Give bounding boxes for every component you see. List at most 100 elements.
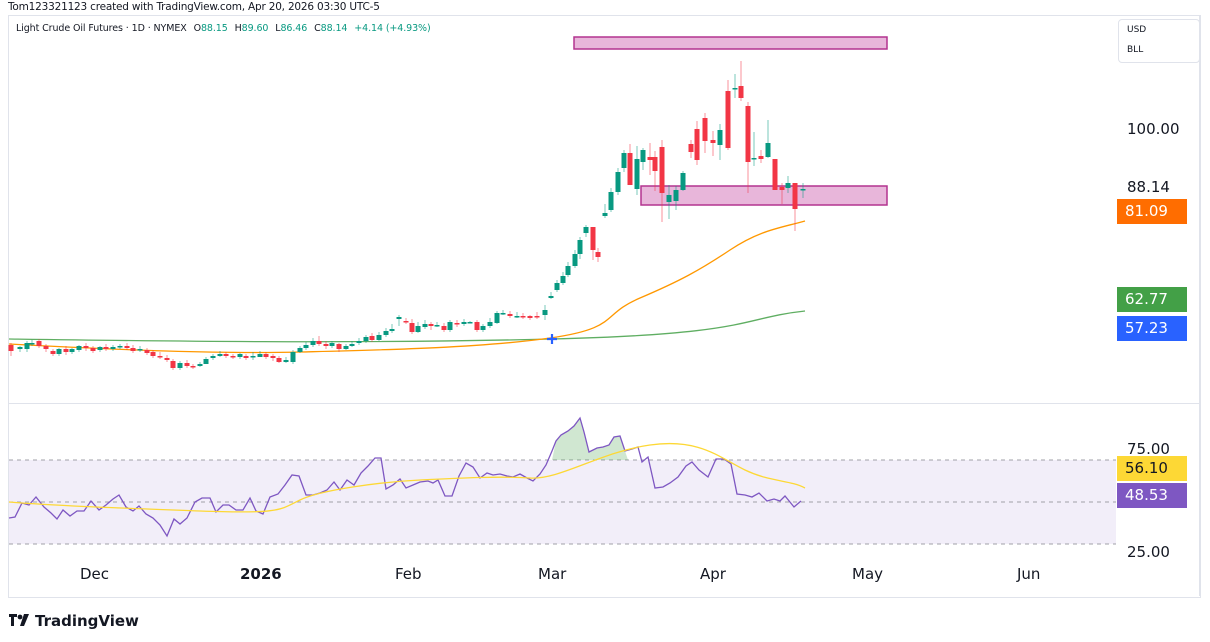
candle[interactable]	[56, 348, 62, 356]
candle[interactable]	[608, 188, 614, 212]
candle[interactable]	[250, 352, 256, 360]
candle[interactable]	[150, 350, 156, 358]
candle[interactable]	[137, 346, 143, 352]
candle[interactable]	[389, 324, 395, 333]
candle[interactable]	[765, 120, 771, 158]
candle[interactable]	[548, 292, 554, 299]
candle[interactable]	[29, 340, 35, 346]
candle[interactable]	[480, 324, 486, 332]
candle[interactable]	[290, 350, 296, 364]
candle[interactable]	[283, 357, 289, 363]
candle[interactable]	[103, 344, 109, 351]
candle[interactable]	[363, 335, 369, 343]
symbol-title[interactable]: Light Crude Oil Futures · 1D · NYMEX	[16, 23, 187, 34]
candle[interactable]	[647, 143, 653, 175]
candle[interactable]	[323, 341, 329, 349]
candle[interactable]	[197, 362, 203, 367]
candle[interactable]	[461, 319, 467, 326]
candle[interactable]	[177, 361, 183, 370]
candle[interactable]	[673, 186, 679, 210]
candle[interactable]	[276, 356, 282, 363]
candle[interactable]	[50, 349, 56, 356]
currency-unit-selector[interactable]: USD BLL	[1118, 19, 1200, 63]
candle[interactable]	[270, 354, 276, 361]
candle[interactable]	[36, 339, 42, 348]
candle[interactable]	[144, 348, 150, 355]
candle[interactable]	[615, 168, 621, 195]
candle[interactable]	[758, 150, 764, 163]
candle[interactable]	[409, 319, 415, 334]
candle[interactable]	[621, 150, 627, 172]
candle[interactable]	[343, 344, 349, 350]
candle[interactable]	[772, 159, 778, 190]
candle[interactable]	[534, 312, 540, 319]
candle[interactable]	[8, 343, 14, 356]
candle[interactable]	[634, 146, 640, 195]
candle[interactable]	[164, 355, 170, 362]
candle[interactable]	[190, 364, 196, 369]
candle[interactable]	[97, 346, 103, 352]
candle[interactable]	[702, 113, 708, 153]
candle[interactable]	[694, 121, 700, 165]
candle[interactable]	[474, 320, 480, 332]
candle[interactable]	[117, 344, 123, 349]
candle[interactable]	[415, 322, 421, 333]
candle[interactable]	[217, 351, 223, 357]
candle[interactable]	[527, 315, 533, 320]
candle[interactable]	[441, 323, 447, 332]
candle[interactable]	[500, 310, 506, 315]
candle[interactable]	[130, 345, 136, 353]
candle[interactable]	[494, 311, 500, 324]
candle[interactable]	[680, 171, 686, 191]
candle[interactable]	[792, 183, 798, 231]
candle[interactable]	[732, 74, 738, 98]
candle[interactable]	[223, 352, 229, 358]
candle[interactable]	[336, 343, 342, 352]
candle[interactable]	[210, 354, 216, 360]
candle[interactable]	[487, 318, 493, 328]
candle[interactable]	[24, 341, 30, 352]
candle[interactable]	[203, 357, 209, 364]
candle[interactable]	[237, 353, 243, 359]
candle[interactable]	[447, 320, 453, 332]
candle[interactable]	[297, 346, 303, 353]
candle[interactable]	[434, 322, 440, 327]
candle[interactable]	[230, 354, 236, 359]
candle[interactable]	[43, 344, 49, 352]
candle[interactable]	[745, 102, 751, 193]
candle[interactable]	[725, 80, 731, 150]
candle[interactable]	[652, 151, 658, 191]
currency-label[interactable]: USD	[1127, 25, 1147, 35]
candle[interactable]	[257, 351, 263, 357]
candle[interactable]	[688, 140, 694, 158]
candle[interactable]	[520, 313, 526, 319]
candle[interactable]	[83, 343, 89, 351]
candle[interactable]	[157, 352, 163, 359]
candle[interactable]	[779, 183, 785, 204]
candle[interactable]	[376, 332, 382, 341]
candle[interactable]	[396, 315, 402, 326]
candle[interactable]	[329, 341, 335, 348]
candle[interactable]	[627, 144, 633, 185]
candle[interactable]	[554, 280, 560, 292]
candle[interactable]	[63, 346, 69, 355]
candle[interactable]	[110, 345, 116, 351]
candle[interactable]	[403, 318, 409, 324]
candle[interactable]	[69, 348, 75, 354]
candle[interactable]	[659, 140, 665, 222]
candle[interactable]	[422, 320, 428, 329]
candle[interactable]	[310, 338, 316, 347]
candle[interactable]	[349, 341, 355, 347]
candle[interactable]	[577, 237, 583, 259]
candle[interactable]	[428, 322, 434, 330]
candle[interactable]	[184, 360, 190, 368]
candle[interactable]	[369, 333, 375, 342]
candle[interactable]	[717, 124, 723, 160]
candle[interactable]	[467, 321, 473, 324]
candle[interactable]	[383, 328, 389, 337]
candle[interactable]	[583, 225, 589, 237]
candle[interactable]	[800, 183, 806, 198]
candle[interactable]	[316, 336, 322, 346]
candle[interactable]	[602, 204, 608, 218]
